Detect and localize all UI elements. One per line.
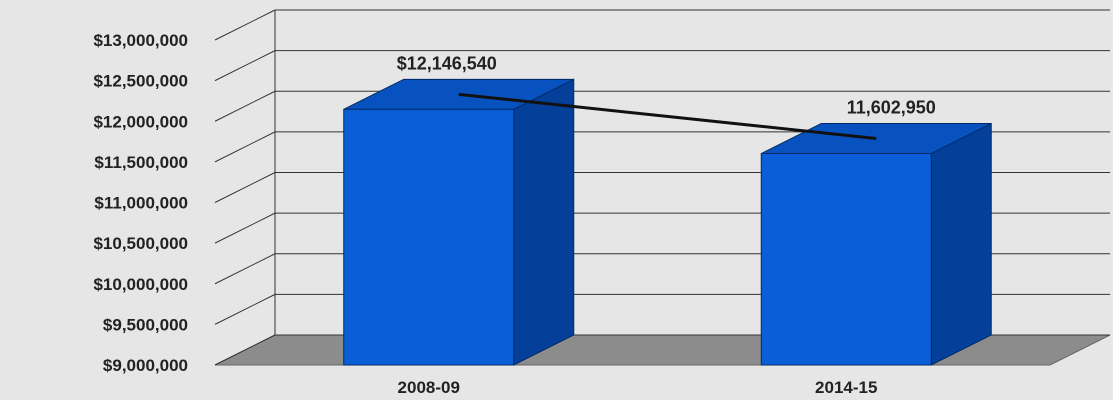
data-label: $12,146,540	[397, 53, 497, 73]
bar-side-face	[513, 78, 575, 366]
y-tick-label: $11,500,000	[94, 153, 188, 172]
side-gridline	[214, 293, 276, 325]
data-labels: $12,146,540 11,602,950	[397, 53, 936, 117]
y-tick-label: $10,000,000	[93, 275, 188, 294]
side-gridline	[214, 90, 276, 122]
y-tick-label: $13,000,000	[93, 31, 188, 50]
side-gridline	[214, 131, 276, 163]
y-tick-label: $12,500,000	[93, 72, 188, 91]
y-tick-label: $10,500,000	[93, 234, 188, 253]
side-gridline	[214, 334, 276, 366]
y-tick-label: $9,000,000	[103, 356, 188, 375]
bar-2014-15	[760, 122, 992, 366]
bars	[343, 78, 992, 366]
y-tick-label: $11,000,000	[94, 194, 188, 213]
bar-front-face	[760, 153, 932, 366]
bar-2008-09	[343, 78, 575, 366]
trend-line-layer	[458, 92, 877, 141]
x-axis-categories: 2008-09 2014-15	[398, 378, 878, 397]
y-axis-ticks: $9,000,000 $9,500,000 $10,000,000 $10,500,0…	[93, 31, 188, 375]
category-label: 2008-09	[398, 378, 460, 397]
side-gridline	[214, 50, 276, 82]
y-tick-label: $9,500,000	[103, 315, 188, 334]
side-gridline	[214, 212, 276, 244]
side-gridline	[214, 172, 276, 203]
side-gridline	[214, 253, 276, 285]
data-label: 11,602,950	[847, 98, 936, 118]
bar-front-face	[343, 108, 515, 366]
trend-line	[458, 92, 877, 141]
category-label: 2014-15	[815, 378, 877, 397]
y-tick-label: $12,000,000	[93, 112, 188, 131]
side-gridline	[214, 9, 276, 41]
bar-side-face	[930, 122, 992, 366]
